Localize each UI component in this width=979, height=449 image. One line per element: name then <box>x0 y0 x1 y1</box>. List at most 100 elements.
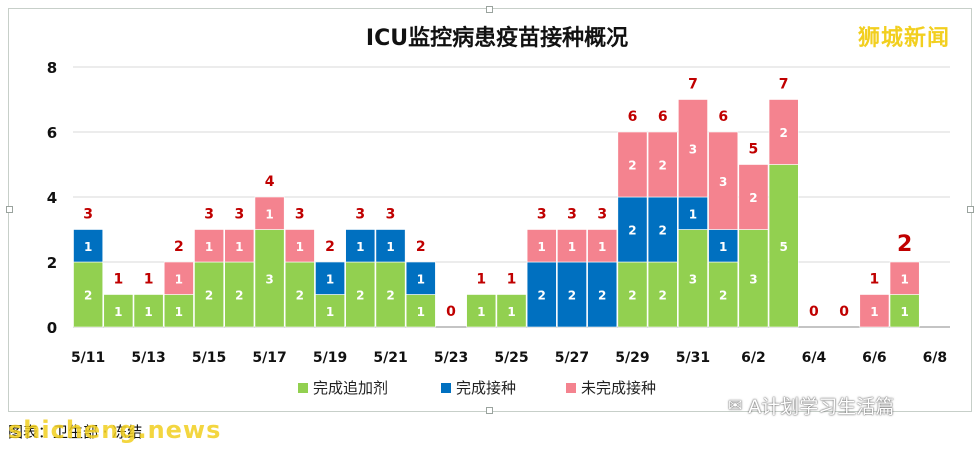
source-line: 图表：卫生部 · 冻结 <box>8 423 143 441</box>
bar-segment <box>315 294 345 328</box>
bar-segment <box>73 261 104 328</box>
x-axis: 5/11 5/13 5/15 5/17 5/19 5/21 5/23 5/25 5/27 5/29… <box>71 350 947 366</box>
segment-label: 2 <box>628 224 636 238</box>
bar-segment <box>708 229 739 263</box>
bar-segment <box>526 229 557 263</box>
brand-logo: 狮城新闻 <box>858 26 951 51</box>
segment-label: 1 <box>870 305 878 319</box>
bar-segment <box>345 229 376 263</box>
bar-segment <box>557 229 587 263</box>
total-label: 2 <box>325 239 335 255</box>
total-label: 6 <box>718 109 728 125</box>
watermark: shicheng.news <box>8 416 222 444</box>
bar-segment <box>73 229 104 263</box>
total-label: 6 <box>658 109 668 125</box>
total-label: 2 <box>174 239 184 255</box>
segment-label: 1 <box>689 207 697 221</box>
bar-segment <box>678 229 708 328</box>
legend-label: 完成接种 <box>456 379 516 397</box>
bar-segment <box>617 196 648 263</box>
bars: 2 1 3 1 1 1 1 1 1 2 2 1 3 2 1 3 3 1 4 2 1 3 1 1 2 2 1 3 2 1 3 1 1 2 0 1 1 1 1 2… <box>73 77 920 328</box>
bar-segment <box>889 261 920 295</box>
chart-frame <box>8 8 972 412</box>
segment-label: 2 <box>659 159 667 173</box>
y-tick-label: 8 <box>47 59 57 77</box>
total-label: 1 <box>144 272 154 288</box>
segment-label: 5 <box>779 240 787 254</box>
segment-label: 1 <box>326 272 334 286</box>
bar-segment <box>163 261 194 295</box>
bar-segment <box>617 131 648 198</box>
bar-segment <box>405 261 436 295</box>
resize-handle-bottom[interactable] <box>486 407 493 414</box>
segment-label: 1 <box>719 240 727 254</box>
x-tick-label: 5/17 <box>252 350 286 366</box>
y-tick-label: 6 <box>47 124 57 142</box>
segment-label: 1 <box>568 240 576 254</box>
segment-label: 2 <box>719 289 727 303</box>
bar-segment <box>405 294 436 328</box>
bar-segment <box>859 294 890 328</box>
x-tick-label: 5/23 <box>434 350 468 366</box>
total-label: 3 <box>355 207 365 223</box>
segment-label: 2 <box>386 289 394 303</box>
bar-segment <box>254 229 285 328</box>
resize-handle-top[interactable] <box>486 6 493 13</box>
bar-segment <box>375 261 406 328</box>
resize-handle-left[interactable] <box>6 206 13 213</box>
bar-segment <box>768 99 799 165</box>
segment-label: 1 <box>205 240 213 254</box>
segment-label: 1 <box>900 272 908 286</box>
bar-segment <box>284 261 315 328</box>
x-tick-label: 5/13 <box>131 350 165 366</box>
total-label: 2 <box>897 232 912 257</box>
bar-segment <box>587 229 618 263</box>
segment-label: 2 <box>235 289 243 303</box>
resize-handle-right[interactable] <box>967 206 974 213</box>
bar-segment <box>587 261 618 328</box>
segment-label: 1 <box>598 240 606 254</box>
segment-label: 1 <box>84 240 92 254</box>
segment-label: 2 <box>779 126 787 140</box>
bar-segment <box>647 261 678 328</box>
segment-label: 1 <box>175 272 183 286</box>
segment-label: 3 <box>689 272 697 286</box>
segment-label: 2 <box>628 159 636 173</box>
legend-swatch <box>298 383 308 393</box>
segment-label: 2 <box>749 191 757 205</box>
bar-segment <box>647 131 678 198</box>
segment-label: 1 <box>900 305 908 319</box>
total-label: 1 <box>476 272 486 288</box>
x-tick-label: 5/21 <box>373 350 407 366</box>
total-label: 0 <box>446 304 456 320</box>
segment-label: 1 <box>417 272 425 286</box>
x-tick-label: 5/11 <box>71 350 105 366</box>
bar-segment <box>194 229 225 263</box>
y-axis: 0 2 4 6 8 <box>47 59 57 337</box>
total-label: 3 <box>386 207 396 223</box>
legend: 完成追加剂 完成接种 未完成接种 <box>298 379 656 397</box>
total-label: 3 <box>537 207 547 223</box>
bar-segment <box>526 261 557 328</box>
segment-label: 1 <box>144 305 152 319</box>
bar-segment <box>163 294 194 328</box>
bar-segment <box>738 164 769 230</box>
total-label: 1 <box>870 272 880 288</box>
x-tick-label: 6/8 <box>923 350 948 366</box>
segment-label: 2 <box>296 289 304 303</box>
total-label: 7 <box>688 77 698 93</box>
segment-label: 1 <box>417 305 425 319</box>
y-tick-label: 2 <box>47 254 57 272</box>
bar-segment <box>466 294 497 328</box>
segment-label: 2 <box>659 224 667 238</box>
bar-segment <box>284 229 315 263</box>
bar-segment <box>768 164 799 328</box>
bar-segment <box>254 196 285 230</box>
segment-label: 1 <box>296 240 304 254</box>
bar-segment <box>647 196 678 263</box>
segment-label: 1 <box>235 240 243 254</box>
segment-label: 2 <box>568 289 576 303</box>
x-tick-label: 6/2 <box>741 350 766 366</box>
segment-label: 1 <box>507 305 515 319</box>
wechat-account: ✉ A计划学习生活篇 <box>728 392 894 419</box>
